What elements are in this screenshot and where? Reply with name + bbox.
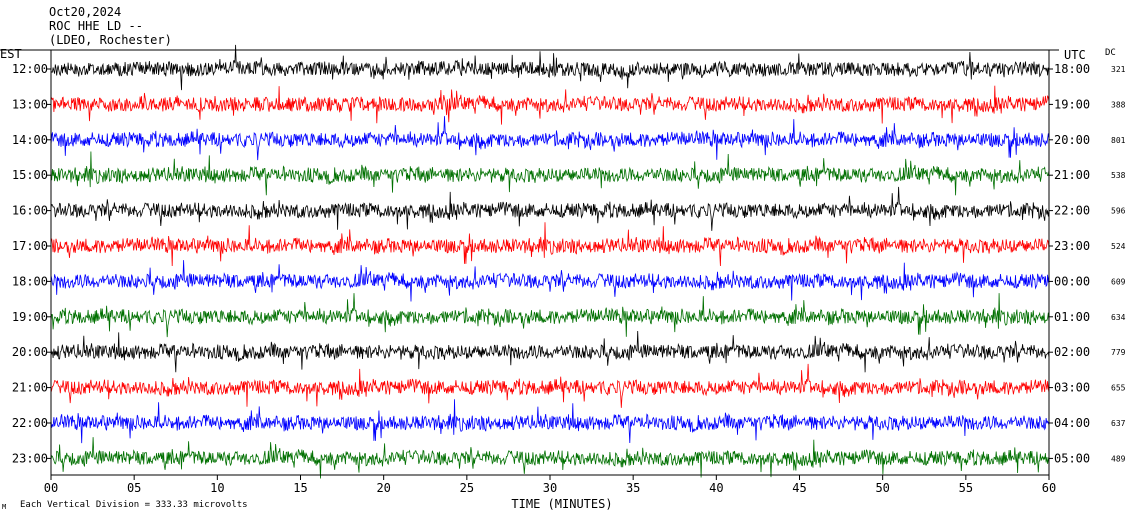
utc-time-label: 18:00 <box>1054 62 1090 76</box>
x-tick-label: 55 <box>959 481 973 495</box>
est-time-label: 17:00 <box>12 239 48 253</box>
x-tick-label: 15 <box>293 481 307 495</box>
trace-1800 <box>50 260 1050 302</box>
est-time-label: 13:00 <box>12 97 48 111</box>
scale-note: Each Vertical Division = 333.33 microvol… <box>20 500 248 510</box>
est-time-label: 19:00 <box>12 310 48 324</box>
utc-time-label: 22:00 <box>1054 204 1090 218</box>
utc-time-label: 03:00 <box>1054 381 1090 395</box>
utc-time-label: 23:00 <box>1054 239 1090 253</box>
x-tick-label: 20 <box>376 481 390 495</box>
utc-time-label: 19:00 <box>1054 97 1090 111</box>
est-time-label: 21:00 <box>12 381 48 395</box>
trace-2200 <box>50 399 1050 444</box>
trace-2000 <box>50 330 1050 373</box>
x-tick-label: 40 <box>709 481 723 495</box>
utc-time-label: 02:00 <box>1054 345 1090 359</box>
trace-1900 <box>50 293 1050 338</box>
trace-1200 <box>50 44 1050 91</box>
logo-mark: M <box>2 503 7 511</box>
dc-offset-value: 388 <box>1111 100 1126 109</box>
est-time-label: 15:00 <box>12 168 48 182</box>
dc-offset-value: 637 <box>1111 419 1126 428</box>
dc-offset-value: 779 <box>1111 348 1126 357</box>
x-tick-label: 35 <box>626 481 640 495</box>
est-time-label: 18:00 <box>12 274 48 288</box>
utc-time-label: 21:00 <box>1054 168 1090 182</box>
dc-offset-value: 524 <box>1111 242 1126 251</box>
x-tick-label: 10 <box>210 481 224 495</box>
trace-1500 <box>50 151 1050 196</box>
est-time-label: 23:00 <box>12 451 48 465</box>
x-tick-label: 30 <box>543 481 557 495</box>
dc-offset-value: 596 <box>1111 207 1126 216</box>
trace-2100 <box>50 363 1050 408</box>
x-axis-title: TIME (MINUTES) <box>511 497 612 511</box>
station-location: (LDEO, Rochester) <box>49 33 172 47</box>
trace-group <box>50 44 1050 479</box>
utc-time-label: 20:00 <box>1054 133 1090 147</box>
x-tick-label: 25 <box>460 481 474 495</box>
est-time-label: 14:00 <box>12 133 48 147</box>
record-date: Oct20,2024 <box>49 5 122 19</box>
dc-offset-value: 634 <box>1111 313 1126 322</box>
dc-label: DC <box>1105 48 1116 58</box>
trace-1400 <box>50 116 1050 161</box>
est-time-label: 12:00 <box>12 62 48 76</box>
trace-1300 <box>50 85 1050 125</box>
utc-time-label: 05:00 <box>1054 451 1090 465</box>
dc-offset-value: 321 <box>1111 65 1126 74</box>
trace-1600 <box>50 186 1050 231</box>
est-time-label: 20:00 <box>12 345 48 359</box>
dc-offset-value: 538 <box>1111 171 1126 180</box>
utc-time-label: 04:00 <box>1054 416 1090 430</box>
x-tick-label: 00 <box>44 481 58 495</box>
est-time-label: 22:00 <box>12 416 48 430</box>
right-axis-label: UTC <box>1064 48 1086 62</box>
trace-1700 <box>50 222 1050 267</box>
x-tick-label: 50 <box>875 481 889 495</box>
dc-offset-value: 655 <box>1111 384 1126 393</box>
dc-offset-value: 801 <box>1111 136 1126 145</box>
dc-offset-value: 609 <box>1111 277 1126 286</box>
x-tick-label: 60 <box>1042 481 1056 495</box>
x-tick-label: 05 <box>127 481 141 495</box>
utc-time-label: 00:00 <box>1054 274 1090 288</box>
est-time-label: 16:00 <box>12 204 48 218</box>
dc-offset-value: 489 <box>1111 454 1126 463</box>
utc-time-label: 01:00 <box>1054 310 1090 324</box>
trace-2300 <box>50 437 1050 479</box>
station-code: ROC HHE LD -- <box>49 19 143 33</box>
x-tick-label: 45 <box>792 481 806 495</box>
